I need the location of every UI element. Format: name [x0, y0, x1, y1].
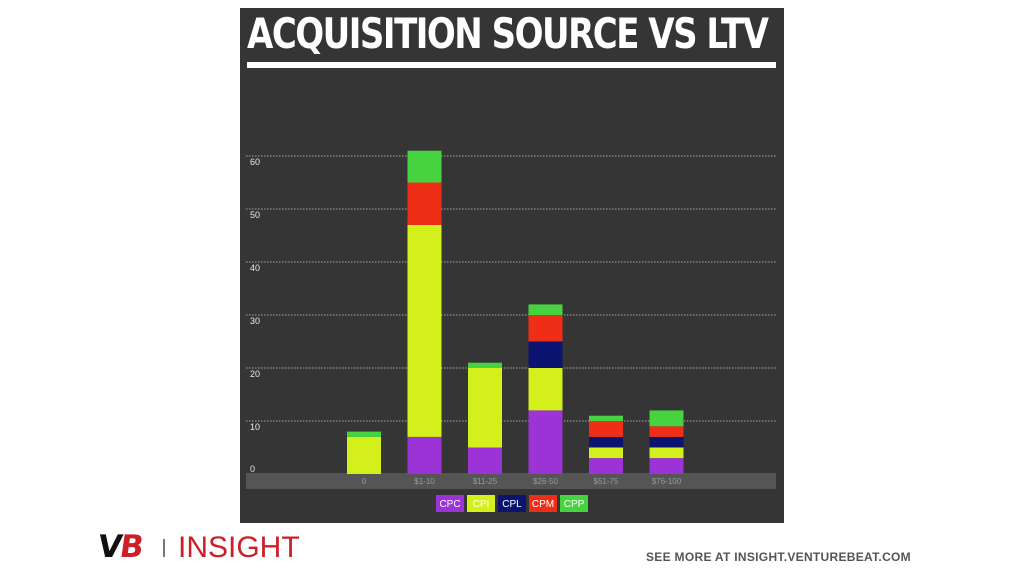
legend-swatch-cpc [436, 495, 464, 512]
legend-swatch-cpm [529, 495, 557, 512]
y-tick-label: 10 [250, 422, 260, 432]
x-tick-label: $26-50 [533, 477, 558, 486]
stacked-bar-chart: 0 10 20 30 40 50 60 0 $1-10 $11-25 $26-50 $51-75 $7… [246, 150, 776, 512]
y-tick-label: 0 [250, 464, 255, 474]
insight-wordmark: INSIGHT [178, 531, 300, 564]
logo-separator [163, 539, 165, 557]
bar-segment-cpm [407, 182, 442, 225]
bar-segment-cpp [468, 362, 502, 368]
bar-segment-cpm [528, 315, 563, 342]
x-tick-label: $51-75 [594, 477, 619, 486]
x-tick-label: $11-25 [473, 477, 498, 486]
bar-segment-cpc [468, 447, 502, 474]
bar-segment-cpm [589, 421, 623, 437]
bar-segment-cpi [528, 368, 563, 411]
bar-segment-cpl [649, 436, 684, 448]
bar-segment-cpp [347, 431, 381, 437]
bar-segment-cpi [468, 368, 502, 448]
bar-segment-cpp [528, 304, 563, 315]
legend-label: CPL [502, 499, 522, 510]
legend-label: CPM [532, 499, 554, 510]
y-tick-label: 20 [250, 369, 260, 379]
chart-title: ACQUISITION SOURCE VS LTV [247, 10, 769, 59]
bar-segment-cpc [589, 458, 623, 474]
legend-label: CPP [564, 499, 585, 510]
bar-segment-cpi [347, 436, 381, 474]
see-more-link[interactable]: SEE MORE AT INSIGHT.VENTUREBEAT.COM [646, 550, 911, 564]
y-tick-label: 40 [250, 263, 260, 273]
legend-swatch-cpi [467, 495, 495, 512]
bar-segment-cpc [528, 410, 563, 474]
legend-swatch-cpp [560, 495, 588, 512]
chart-panel: ACQUISITION SOURCE VS LTV 0 10 20 30 40 50 60 … [240, 8, 784, 523]
bar-segment-cpc [407, 436, 442, 474]
x-tick-label: $1-10 [414, 477, 435, 486]
bar-segment-cpl [528, 341, 563, 368]
logo-letter-b: B [117, 529, 145, 565]
y-tick-label: 60 [250, 157, 260, 167]
bar-segment-cpp [649, 410, 684, 427]
venturebeat-logo: VB [95, 529, 144, 565]
x-tick-label: 0 [362, 477, 367, 486]
bar-segment-cpi [649, 447, 684, 459]
legend-label: CPI [473, 499, 490, 510]
legend-swatch-cpl [498, 495, 526, 512]
bar-segment-cpp [407, 150, 442, 183]
y-tick-label: 50 [250, 210, 260, 220]
x-tick-label: $76-100 [652, 477, 682, 486]
bar-segment-cpc [649, 458, 684, 474]
bar-segment-cpl [589, 436, 623, 448]
title-underline [247, 62, 776, 68]
bar-segment-cpi [589, 447, 623, 459]
y-tick-label: 30 [250, 316, 260, 326]
bar-segment-cpm [649, 426, 684, 437]
legend-label: CPC [439, 499, 460, 510]
bar-segment-cpi [407, 224, 442, 437]
x-axis-band [246, 473, 776, 489]
bar-segment-cpp [589, 415, 623, 421]
